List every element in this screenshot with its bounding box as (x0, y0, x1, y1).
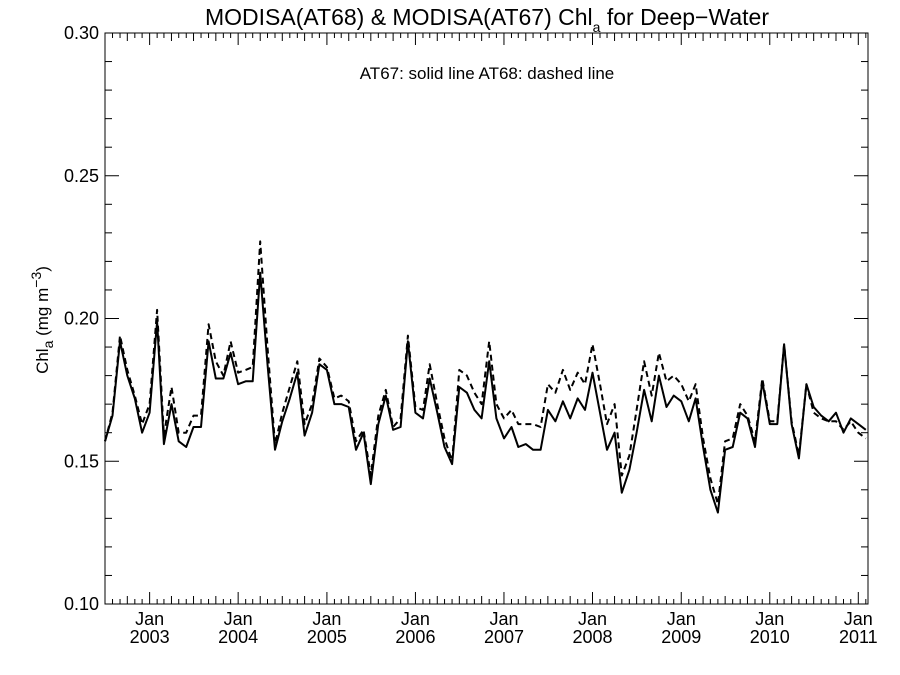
y-tick-label: 0.30 (64, 23, 99, 43)
x-tick-label-month: Jan (401, 609, 430, 629)
y-tick-label: 0.20 (64, 309, 99, 329)
x-tick-label-month: Jan (224, 609, 253, 629)
y-tick-label: 0.10 (64, 594, 99, 614)
x-tick-label-year: 2004 (218, 627, 258, 647)
y-tick-label: 0.15 (64, 451, 99, 471)
series-line-solid (104, 271, 867, 514)
data-series (104, 240, 867, 514)
x-tick-label-year: 2005 (307, 627, 347, 647)
chart-title-main: MODISA(AT68) & MODISA(AT67) Chl (205, 4, 593, 30)
x-tick-label-month: Jan (578, 609, 607, 629)
x-axis-ticks: Jan2003Jan2004Jan2005Jan2006Jan2007Jan20… (104, 33, 878, 647)
chart-title-subscript: a (593, 19, 601, 35)
y-axis-label: Chla (mg m−3) (28, 266, 56, 374)
chart-title: MODISA(AT68) & MODISA(AT67) Chla for Dee… (205, 4, 769, 35)
x-tick-label-month: Jan (489, 609, 518, 629)
series-line-dashed (104, 240, 867, 506)
x-tick-label-month: Jan (135, 609, 164, 629)
x-tick-label-month: Jan (312, 609, 341, 629)
x-tick-label-year: 2010 (750, 627, 790, 647)
chart-title-suffix: for Deep−Water (600, 4, 769, 30)
x-tick-label-month: Jan (844, 609, 873, 629)
y-axis-label-subscript: a (40, 340, 56, 348)
x-tick-label-year: 2003 (130, 627, 170, 647)
x-tick-label-month: Jan (755, 609, 784, 629)
plot-frame (104, 32, 869, 605)
x-tick-label-year: 2006 (395, 627, 435, 647)
line-style-annotation: AT67: solid line AT68: dashed line (360, 64, 615, 83)
y-tick-label: 0.25 (64, 166, 99, 186)
y-axis-label-unit: (mg m (33, 288, 52, 341)
y-axis-label-main: Chl (33, 348, 52, 374)
x-tick-label-year: 2011 (839, 627, 878, 647)
x-tick-label-month: Jan (667, 609, 696, 629)
x-tick-label-year: 2008 (572, 627, 612, 647)
y-axis-ticks: 0.10 0.15 0.20 0.25 0.30 (64, 23, 868, 614)
y-axis-label-superscript: −3 (28, 272, 44, 288)
x-tick-label-year: 2007 (484, 627, 524, 647)
x-tick-label-year: 2009 (661, 627, 701, 647)
y-axis-label-unit-close: ) (33, 266, 52, 272)
